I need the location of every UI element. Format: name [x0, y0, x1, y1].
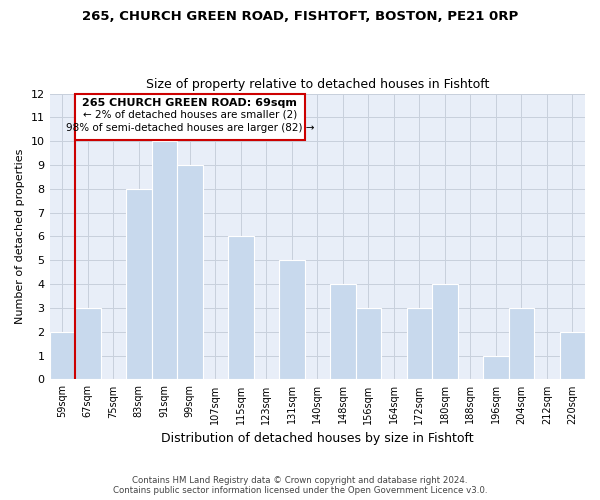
Bar: [330, 284, 356, 380]
Bar: [407, 308, 432, 380]
Bar: [432, 284, 458, 380]
Bar: [279, 260, 305, 380]
Bar: [126, 189, 152, 380]
Bar: [75, 308, 101, 380]
Text: 265 CHURCH GREEN ROAD: 69sqm: 265 CHURCH GREEN ROAD: 69sqm: [82, 98, 297, 108]
Bar: [152, 141, 177, 380]
Bar: [560, 332, 585, 380]
Bar: [509, 308, 534, 380]
Title: Size of property relative to detached houses in Fishtoft: Size of property relative to detached ho…: [146, 78, 489, 91]
Y-axis label: Number of detached properties: Number of detached properties: [15, 149, 25, 324]
Text: 98% of semi-detached houses are larger (82) →: 98% of semi-detached houses are larger (…: [65, 123, 314, 133]
Bar: [228, 236, 254, 380]
X-axis label: Distribution of detached houses by size in Fishtoft: Distribution of detached houses by size …: [161, 432, 473, 445]
Bar: [356, 308, 381, 380]
Bar: [177, 165, 203, 380]
Bar: [483, 356, 509, 380]
Bar: [50, 332, 75, 380]
Text: ← 2% of detached houses are smaller (2): ← 2% of detached houses are smaller (2): [83, 110, 297, 120]
Text: 265, CHURCH GREEN ROAD, FISHTOFT, BOSTON, PE21 0RP: 265, CHURCH GREEN ROAD, FISHTOFT, BOSTON…: [82, 10, 518, 23]
FancyBboxPatch shape: [75, 94, 305, 140]
Text: Contains HM Land Registry data © Crown copyright and database right 2024.
Contai: Contains HM Land Registry data © Crown c…: [113, 476, 487, 495]
